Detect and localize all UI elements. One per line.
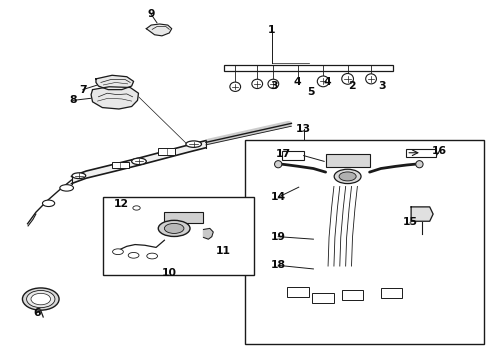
Text: 5: 5	[307, 87, 315, 97]
Text: 14: 14	[270, 192, 286, 202]
Bar	[381, 288, 402, 298]
Text: 9: 9	[147, 9, 155, 19]
Ellipse shape	[164, 224, 184, 233]
Ellipse shape	[113, 249, 123, 255]
Text: 13: 13	[296, 124, 311, 134]
Bar	[103, 197, 254, 275]
Ellipse shape	[147, 253, 158, 259]
Ellipse shape	[43, 200, 55, 207]
Ellipse shape	[23, 288, 59, 310]
Ellipse shape	[416, 161, 423, 168]
Ellipse shape	[186, 141, 201, 147]
Ellipse shape	[366, 74, 376, 84]
Ellipse shape	[274, 161, 282, 168]
Bar	[287, 287, 309, 297]
Ellipse shape	[252, 79, 263, 89]
Ellipse shape	[268, 79, 279, 89]
Ellipse shape	[72, 173, 86, 179]
Polygon shape	[91, 87, 139, 109]
Ellipse shape	[26, 291, 55, 308]
Bar	[313, 293, 334, 303]
Ellipse shape	[318, 76, 329, 87]
Text: 8: 8	[69, 95, 77, 105]
Text: 10: 10	[162, 268, 177, 278]
Ellipse shape	[334, 169, 361, 184]
Text: 12: 12	[114, 199, 129, 210]
Ellipse shape	[133, 206, 140, 210]
Polygon shape	[147, 24, 172, 36]
Bar	[112, 162, 129, 168]
Bar	[158, 148, 175, 154]
Text: 19: 19	[271, 232, 286, 242]
Polygon shape	[203, 228, 213, 239]
Text: 2: 2	[348, 81, 355, 91]
Polygon shape	[411, 207, 433, 221]
Ellipse shape	[339, 172, 356, 181]
Ellipse shape	[230, 82, 241, 91]
Bar	[224, 65, 392, 71]
Text: 7: 7	[79, 85, 87, 95]
Text: 18: 18	[271, 260, 286, 270]
Bar	[282, 151, 304, 160]
Text: 17: 17	[275, 149, 291, 159]
Polygon shape	[96, 75, 134, 90]
Text: 16: 16	[432, 145, 447, 156]
Text: 11: 11	[216, 246, 230, 256]
Bar	[406, 149, 436, 157]
Ellipse shape	[158, 220, 190, 237]
Text: 3: 3	[378, 81, 386, 91]
Text: 15: 15	[403, 217, 417, 227]
Text: 1: 1	[268, 25, 275, 35]
Ellipse shape	[31, 293, 50, 305]
Polygon shape	[72, 140, 206, 184]
Ellipse shape	[342, 73, 353, 84]
Bar	[342, 290, 363, 300]
Text: 4: 4	[323, 77, 331, 87]
Text: 6: 6	[33, 308, 41, 318]
Ellipse shape	[132, 158, 147, 165]
Ellipse shape	[128, 252, 139, 258]
Text: 4: 4	[294, 77, 301, 87]
Bar	[164, 212, 203, 223]
Bar	[326, 154, 369, 167]
Bar	[245, 140, 485, 344]
Ellipse shape	[60, 185, 74, 191]
Text: 3: 3	[270, 81, 278, 91]
